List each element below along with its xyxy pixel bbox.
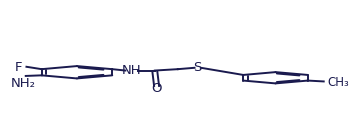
Text: O: O xyxy=(151,82,162,95)
Text: NH: NH xyxy=(122,64,142,77)
Text: NH₂: NH₂ xyxy=(10,77,35,90)
Text: S: S xyxy=(193,61,201,74)
Text: F: F xyxy=(15,61,22,74)
Text: CH₃: CH₃ xyxy=(327,76,349,89)
